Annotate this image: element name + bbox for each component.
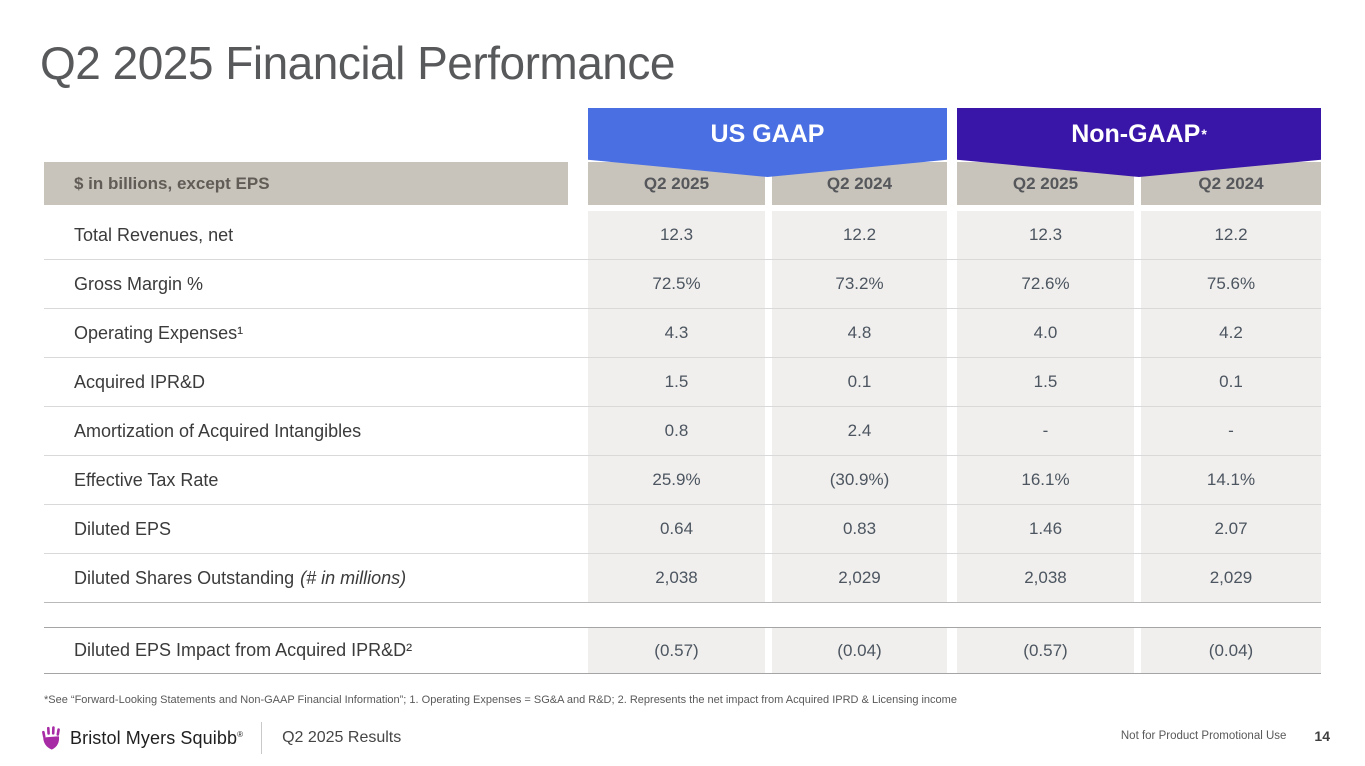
us-gaap-banner-label: US GAAP bbox=[710, 119, 825, 148]
page-number: 14 bbox=[1314, 728, 1330, 744]
cell-value: (0.57) bbox=[957, 628, 1134, 673]
row-label-note: (# in millions) bbox=[300, 567, 407, 588]
cell-value: 2,038 bbox=[588, 554, 765, 602]
cell-value: 73.2% bbox=[772, 260, 947, 308]
footer-divider bbox=[261, 722, 263, 754]
footnote: *See “Forward-Looking Statements and Non… bbox=[44, 694, 957, 706]
table-row: Acquired IPR&D 1.5 0.1 1.5 0.1 bbox=[44, 357, 1321, 406]
row-label: Total Revenues, net bbox=[44, 211, 568, 259]
row-label-text: Diluted Shares Outstanding bbox=[74, 567, 295, 588]
cell-value: - bbox=[1141, 407, 1321, 455]
cell-value: 2,029 bbox=[1141, 554, 1321, 602]
cell-value: 2.07 bbox=[1141, 505, 1321, 553]
cell-value: 72.5% bbox=[588, 260, 765, 308]
cell-value: 4.0 bbox=[957, 309, 1134, 357]
cell-value: 12.2 bbox=[772, 211, 947, 259]
cell-value: (30.9%) bbox=[772, 456, 947, 504]
table-row: Effective Tax Rate 25.9% (30.9%) 16.1% 1… bbox=[44, 455, 1321, 504]
registered-mark: ® bbox=[237, 729, 244, 739]
non-gaap-banner-label: Non-GAAP bbox=[1071, 119, 1201, 148]
row-label: Diluted EPS bbox=[44, 505, 568, 553]
bms-logo-wordmark: Bristol Myers Squibb bbox=[70, 727, 238, 748]
table-body: Total Revenues, net 12.3 12.2 12.3 12.2 … bbox=[44, 211, 1321, 603]
disclaimer-text: Not for Product Promotional Use bbox=[1120, 730, 1287, 742]
cell-value: 0.1 bbox=[772, 358, 947, 406]
cell-value: 4.2 bbox=[1141, 309, 1321, 357]
row-label-text: Diluted EPS bbox=[74, 518, 172, 539]
cell-value: 1.5 bbox=[957, 358, 1134, 406]
cell-value: 0.1 bbox=[1141, 358, 1321, 406]
row-label-text: Diluted EPS Impact from Acquired IPR&D² bbox=[74, 640, 413, 660]
row-label: Amortization of Acquired Intangibles bbox=[44, 407, 568, 455]
impact-row: Diluted EPS Impact from Acquired IPR&D² … bbox=[44, 627, 1321, 674]
table-corner-header: $ in billions, except EPS bbox=[44, 162, 568, 205]
row-label: Diluted Shares Outstanding (# in millions… bbox=[44, 554, 568, 602]
column-header-gaap-q2-2024: Q2 2024 bbox=[772, 162, 947, 205]
cell-value: 0.64 bbox=[588, 505, 765, 553]
cell-value: (0.04) bbox=[772, 628, 947, 673]
bms-logo-text: Bristol Myers Squibb® bbox=[70, 728, 243, 749]
row-label: Effective Tax Rate bbox=[44, 456, 568, 504]
row-label: Diluted EPS Impact from Acquired IPR&D² bbox=[44, 628, 568, 673]
non-gaap-asterisk: * bbox=[1201, 126, 1207, 142]
cell-value: 12.3 bbox=[957, 211, 1134, 259]
row-label-text: Total Revenues, net bbox=[74, 224, 234, 245]
cell-value: 2,038 bbox=[957, 554, 1134, 602]
row-label-text: Acquired IPR&D bbox=[74, 371, 206, 392]
bms-hand-logo-icon bbox=[40, 725, 63, 752]
cell-value: - bbox=[957, 407, 1134, 455]
cell-value: (0.57) bbox=[588, 628, 765, 673]
cell-value: 75.6% bbox=[1141, 260, 1321, 308]
cell-value: 4.3 bbox=[588, 309, 765, 357]
cell-value: 4.8 bbox=[772, 309, 947, 357]
table-row: Total Revenues, net 12.3 12.2 12.3 12.2 bbox=[44, 211, 1321, 259]
row-label: Gross Margin % bbox=[44, 260, 568, 308]
table-row: Amortization of Acquired Intangibles 0.8… bbox=[44, 406, 1321, 455]
row-label-text: Effective Tax Rate bbox=[74, 469, 219, 490]
cell-value: 0.83 bbox=[772, 505, 947, 553]
cell-value: 2.4 bbox=[772, 407, 947, 455]
footer-right: Not for Product Promotional Use 14 bbox=[1121, 728, 1330, 744]
cell-value: 14.1% bbox=[1141, 456, 1321, 504]
cell-value: 25.9% bbox=[588, 456, 765, 504]
row-label: Operating Expenses¹ bbox=[44, 309, 568, 357]
table-row: Gross Margin % 72.5% 73.2% 72.6% 75.6% bbox=[44, 259, 1321, 308]
cell-value: 16.1% bbox=[957, 456, 1134, 504]
row-label-text: Operating Expenses¹ bbox=[74, 322, 244, 343]
row-label: Acquired IPR&D bbox=[44, 358, 568, 406]
cell-value: 2,029 bbox=[772, 554, 947, 602]
cell-value: 12.2 bbox=[1141, 211, 1321, 259]
deck-label: Q2 2025 Results bbox=[282, 729, 402, 746]
table-row: Diluted EPS 0.64 0.83 1.46 2.07 bbox=[44, 504, 1321, 553]
cell-value: 12.3 bbox=[588, 211, 765, 259]
footer-left: Bristol Myers Squibb® Q2 2025 Results bbox=[40, 720, 401, 756]
table-row: Operating Expenses¹ 4.3 4.8 4.0 4.2 bbox=[44, 308, 1321, 357]
row-label-text: Amortization of Acquired Intangibles bbox=[74, 420, 362, 441]
cell-value: 72.6% bbox=[957, 260, 1134, 308]
cell-value: 1.46 bbox=[957, 505, 1134, 553]
cell-value: 0.8 bbox=[588, 407, 765, 455]
cell-value: (0.04) bbox=[1141, 628, 1321, 673]
row-label-text: Gross Margin % bbox=[74, 273, 204, 294]
table-row: Diluted Shares Outstanding (# in millions… bbox=[44, 553, 1321, 603]
page-title: Q2 2025 Financial Performance bbox=[40, 37, 675, 89]
cell-value: 1.5 bbox=[588, 358, 765, 406]
